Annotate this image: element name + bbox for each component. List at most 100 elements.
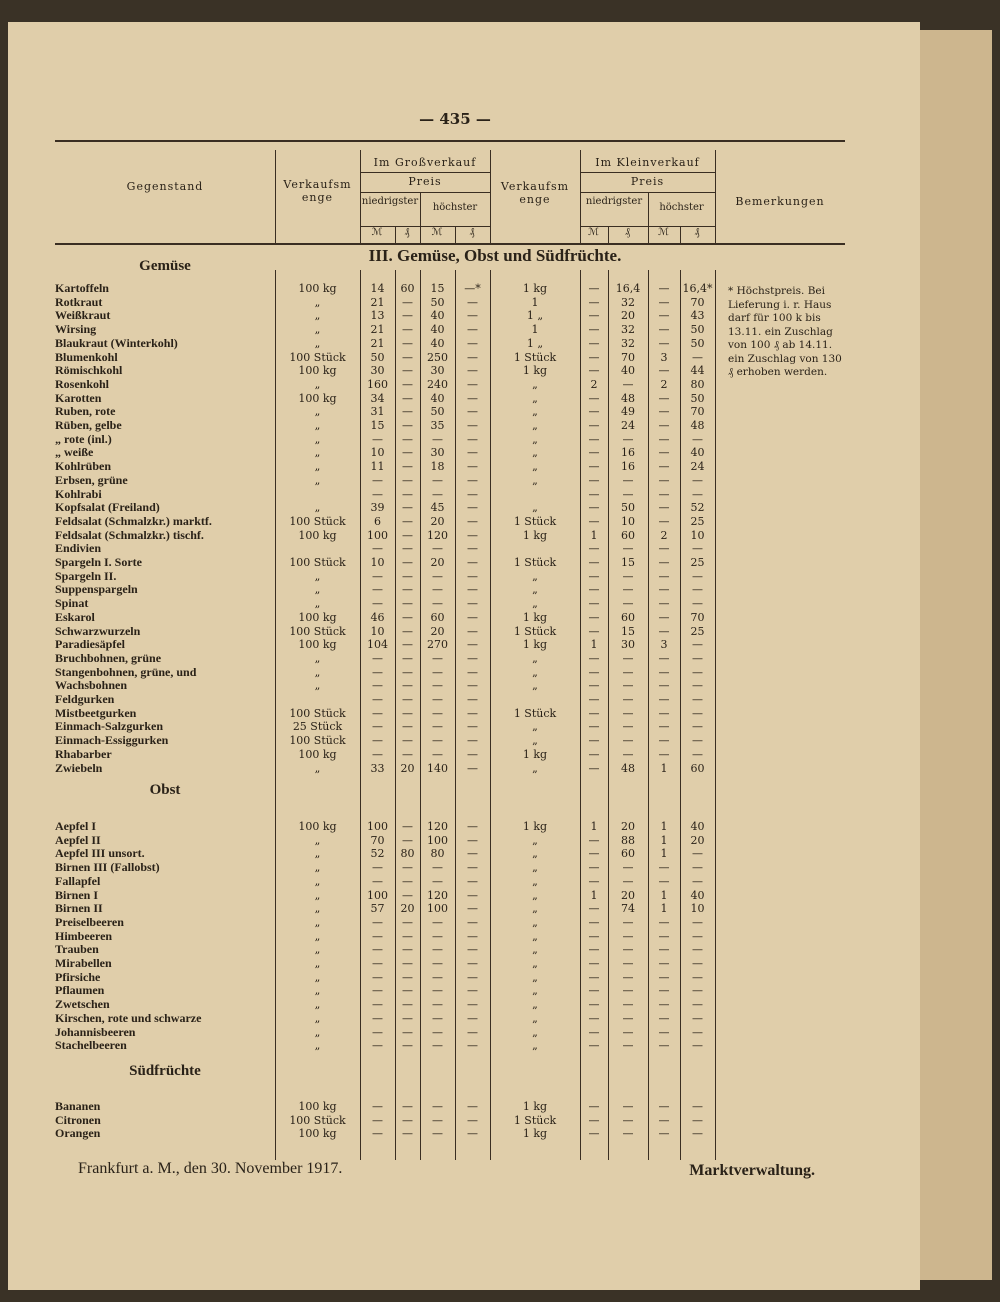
- item-name: Aepfel I: [55, 819, 96, 833]
- table-cell: —: [372, 706, 383, 720]
- table-cell: „: [532, 419, 538, 432]
- table-cell: 100 Stück: [289, 1113, 346, 1127]
- table-cell: „: [532, 1025, 538, 1039]
- table-cell: —: [467, 693, 478, 706]
- table-cell: 44: [690, 364, 705, 378]
- table-cell: 1 „: [526, 309, 544, 323]
- table-cell: „: [314, 501, 321, 515]
- table-cell: —: [692, 1113, 703, 1127]
- header-mk: ℳ: [588, 227, 600, 238]
- table-cell: 100 kg: [298, 610, 337, 624]
- table-cell: —: [402, 915, 413, 929]
- table-cell: 43: [690, 309, 705, 323]
- table-cell: —: [588, 364, 600, 378]
- table-cell: —: [467, 624, 478, 638]
- table-cell: —: [402, 638, 413, 652]
- section-title: III. Gemüse, Obst und Südfrüchte.: [368, 246, 622, 265]
- item-name: Citronen: [55, 1112, 101, 1127]
- table-cell: 52: [370, 847, 385, 861]
- table-cell: 20: [430, 624, 445, 638]
- table-cell: —: [658, 874, 670, 888]
- table-cell: —: [588, 761, 600, 775]
- item-name: Kirschen, rote und schwarze: [55, 1010, 202, 1025]
- table-cell: —: [622, 943, 634, 957]
- table-cell: —: [658, 309, 670, 323]
- table-cell: —: [588, 651, 600, 665]
- table-cell: —: [402, 998, 413, 1012]
- table-cell: 30: [370, 364, 385, 378]
- table-cell: „: [314, 336, 321, 350]
- item-name: Feldsalat (Schmalzkr.) tischf.: [55, 527, 204, 542]
- item-name: Feldgurken: [55, 692, 115, 706]
- header-quantity: Verkaufsmenge: [283, 178, 352, 204]
- header-quantity: Verkaufsmenge: [500, 180, 570, 206]
- table-cell: —: [658, 861, 670, 875]
- item-name: Zwetschen: [55, 997, 110, 1012]
- table-cell: 48: [621, 761, 635, 775]
- table-cell: 60: [621, 528, 635, 542]
- table-cell: 100 kg: [298, 364, 337, 378]
- table-cell: 1 „: [526, 336, 544, 350]
- column-rule: [420, 192, 421, 243]
- table-cell: —: [658, 1039, 670, 1053]
- column-rule: [490, 150, 491, 243]
- table-cell: 1: [660, 833, 668, 847]
- table-cell: —: [467, 847, 478, 861]
- table-cell: —: [692, 432, 703, 446]
- table-cell: 1: [590, 638, 598, 652]
- table-cell: 57: [370, 902, 385, 916]
- table-cell: 21: [370, 295, 385, 309]
- table-cell: —: [402, 693, 413, 706]
- table-cell: —: [588, 833, 600, 847]
- header-pf: ₰: [404, 227, 411, 238]
- table-cell: —: [588, 460, 600, 474]
- column-rule: [608, 270, 609, 1160]
- table-cell: „: [314, 984, 321, 998]
- table-cell: 80: [430, 847, 445, 861]
- table-cell: —: [588, 569, 600, 583]
- table-cell: „: [532, 998, 538, 1012]
- footer-signature: Marktverwaltung.: [689, 1162, 815, 1179]
- table-cell: —: [658, 1113, 670, 1127]
- table-cell: 1 Stück: [513, 1113, 557, 1127]
- table-cell: 16: [621, 460, 635, 474]
- table-cell: —: [658, 405, 670, 419]
- table-cell: —: [467, 323, 478, 337]
- table-cell: —: [588, 679, 600, 693]
- table-cell: —: [622, 473, 634, 487]
- table-cell: —: [692, 943, 703, 957]
- table-cell: —: [402, 734, 413, 748]
- table-cell: —: [432, 1127, 443, 1141]
- table-cell: —: [432, 693, 443, 706]
- table-cell: —: [622, 432, 634, 446]
- table-cell: —: [692, 679, 703, 693]
- table-cell: —: [622, 747, 634, 761]
- table-cell: —: [588, 323, 600, 337]
- table-cell: 1: [590, 820, 598, 833]
- table-cell: 20: [621, 888, 635, 902]
- header-lowest: niedrigster: [361, 196, 419, 207]
- table-cell: —: [658, 929, 670, 943]
- table-cell: —: [432, 720, 443, 734]
- table-cell: „: [314, 874, 321, 888]
- table-cell: —: [432, 597, 443, 611]
- table-cell: —: [658, 556, 670, 569]
- table-cell: —: [372, 970, 383, 984]
- row-rule: [580, 192, 715, 193]
- item-name: Rhabarber: [55, 746, 112, 761]
- table-cell: —: [588, 874, 600, 888]
- table-cell: 1 Stück: [513, 706, 557, 720]
- table-cell: 48: [621, 391, 635, 405]
- table-cell: 1 Stück: [513, 624, 557, 638]
- table-cell: —: [588, 405, 600, 419]
- table-cell: 100 Stück: [289, 734, 346, 748]
- item-name: „ rote (inl.): [55, 431, 112, 446]
- table-cell: —: [467, 309, 478, 323]
- table-cell: —: [658, 984, 670, 998]
- header-lowest: niedrigster: [585, 196, 643, 207]
- table-cell: —: [467, 833, 478, 847]
- table-cell: —: [402, 391, 413, 405]
- table-cell: —: [692, 915, 703, 929]
- header-sales-type: Im Großverkauf: [373, 156, 477, 169]
